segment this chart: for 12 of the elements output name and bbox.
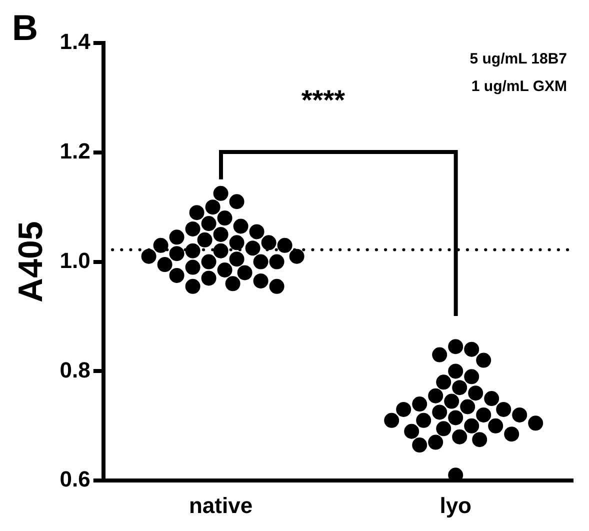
text: B [12,6,38,48]
annotation: **** [301,84,346,116]
y-tick-label: 1.2 [60,138,90,164]
x-tick-label: native [188,492,253,518]
annotation: 5 ug/mL 18B7 [470,50,567,68]
x-tick-label: lyo [440,492,472,518]
y-tick-label: 0.8 [60,357,90,382]
annotation: 1 ug/mL GXM [471,78,567,95]
y-tick-label: 1.4 [60,29,92,54]
y-tick-label: 0.6 [60,466,90,492]
y-tick-label: 1.0 [60,248,90,273]
y-axis-title: A405 [12,221,50,302]
